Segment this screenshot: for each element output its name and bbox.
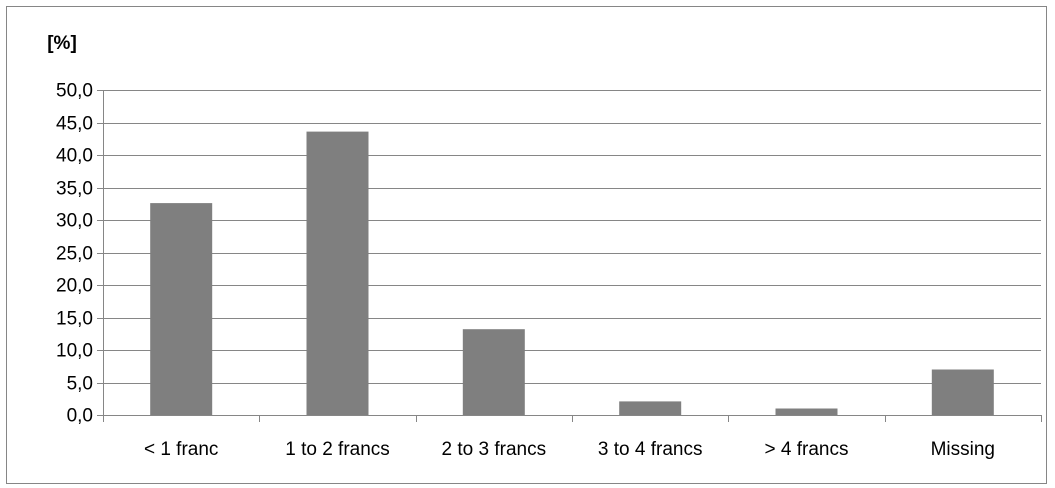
- x-tick-label: 2 to 3 francs: [442, 439, 547, 460]
- y-tick-label: 20,0: [56, 276, 93, 297]
- y-tick-label: 15,0: [56, 309, 93, 330]
- x-tick-label: 3 to 4 francs: [598, 439, 703, 460]
- x-tick-label: < 1 franc: [144, 439, 218, 460]
- x-tick-label: > 4 francs: [765, 439, 849, 460]
- y-tick-label: 0,0: [67, 406, 93, 427]
- y-tick-label: 40,0: [56, 146, 93, 167]
- y-axis-label: [%]: [47, 33, 77, 54]
- gridlines: [103, 90, 1041, 384]
- x-tick-label: 1 to 2 francs: [285, 439, 390, 460]
- y-tick-label: 50,0: [56, 81, 93, 102]
- bar: [931, 369, 994, 415]
- y-tick-label: 10,0: [56, 341, 93, 362]
- y-tick-label: 35,0: [56, 179, 93, 200]
- x-axis-ticks: < 1 franc 1 to 2 francs 2 to 3 francs 3 to …: [144, 439, 995, 460]
- bars: [150, 131, 994, 415]
- bar: [775, 408, 838, 415]
- y-axis-ticks: 0,0 5,0 10,0 15,0 20,0 25,0 30,0 35,0 40,0 45,0 50…: [56, 81, 103, 427]
- bar: [150, 203, 213, 415]
- bar: [619, 401, 682, 415]
- y-tick-label: 30,0: [56, 211, 93, 232]
- bar: [306, 131, 369, 415]
- x-axis: [103, 90, 1042, 422]
- bar: [462, 329, 525, 415]
- y-tick-label: 5,0: [67, 374, 93, 395]
- y-tick-label: 45,0: [56, 114, 93, 135]
- y-tick-label: 25,0: [56, 244, 93, 265]
- x-tick-label: Missing: [931, 439, 995, 460]
